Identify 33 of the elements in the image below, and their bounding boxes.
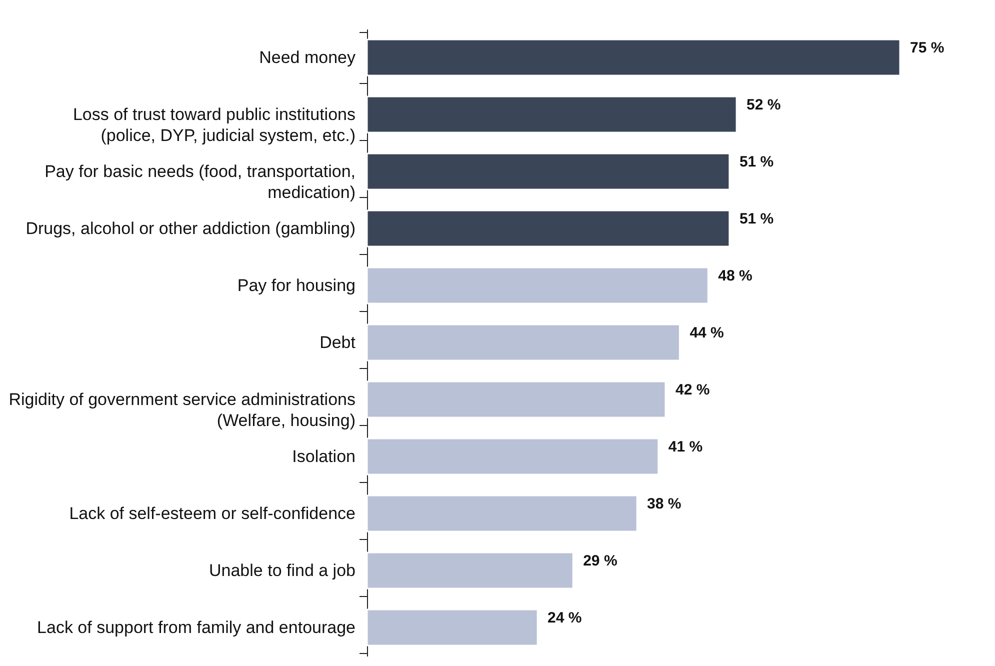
bar [366, 266, 709, 304]
bar [366, 38, 901, 76]
y-tick-label: Lack of support from family and entourage [37, 618, 356, 637]
bar [366, 494, 638, 532]
data-label: 42 % [675, 382, 710, 398]
data-label: 38 % [647, 496, 682, 512]
y-tick-label: Debt [320, 333, 356, 352]
data-label: 75 % [910, 40, 944, 56]
y-tick-label: Isolation [292, 447, 356, 466]
data-label: 48 % [718, 268, 752, 284]
y-tick-label: Lack of self-esteem or self-confidence [69, 504, 356, 523]
bar [366, 552, 574, 590]
data-label: 51 % [739, 210, 774, 228]
data-label: 29 % [583, 552, 618, 570]
y-tick-label: Loss of trust toward public institutions (police, DYP, judicial system, etc.) [72, 105, 356, 145]
y-tick-label: Pay for housing [237, 276, 356, 295]
bar [366, 608, 538, 646]
y-tick-label: Need money [259, 48, 356, 67]
bar [366, 324, 680, 362]
y-tick-label: Drugs, alcohol or other addiction (gambling) [26, 219, 356, 238]
bar [366, 380, 666, 418]
bar [366, 438, 660, 476]
bar [366, 96, 738, 134]
data-label: 44 % [690, 324, 724, 342]
data-label: 51 % [739, 154, 774, 170]
y-tick-label: Rigidity of government service administrations (Welfare, housing) [8, 390, 356, 430]
data-label: 41 % [668, 438, 703, 456]
data-label: 24 % [548, 610, 582, 626]
y-tick-label: Unable to find a job [209, 561, 356, 580]
y-tick-label: Pay for basic needs (food, transportation, medication) [44, 162, 356, 202]
bar [366, 152, 730, 190]
bar [366, 210, 730, 248]
data-label: 52 % [746, 96, 781, 114]
